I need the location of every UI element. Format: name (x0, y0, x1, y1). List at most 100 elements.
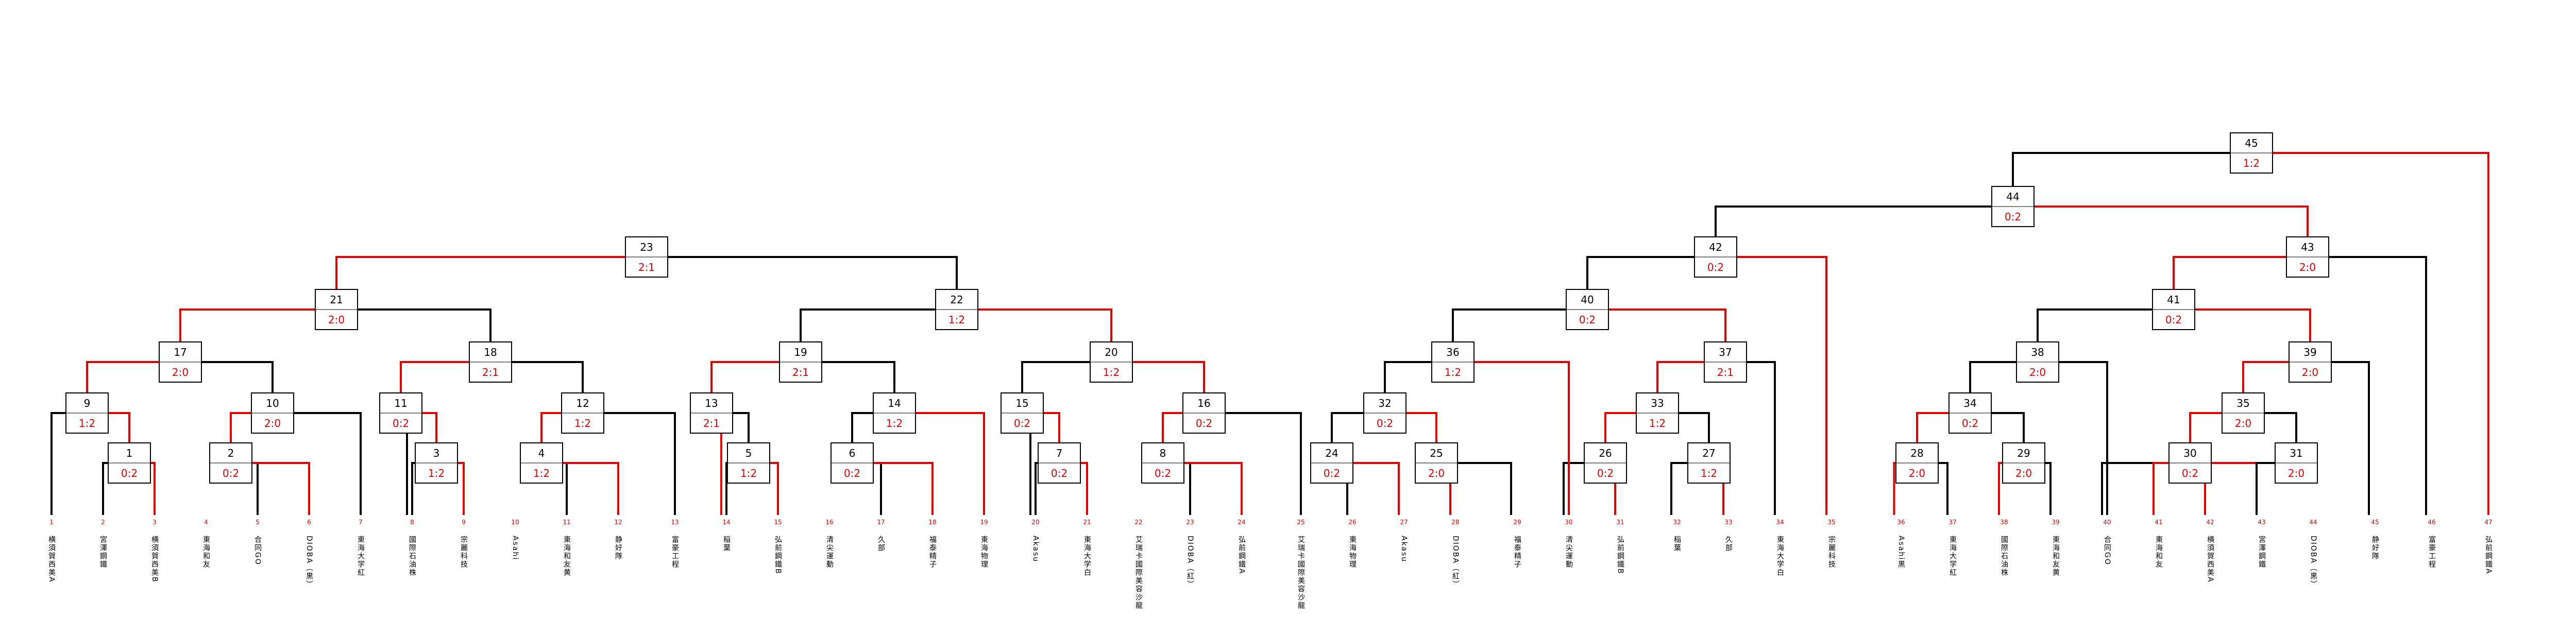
bracket-line-34-1 (1991, 412, 2025, 443)
match-box: 44 0:2 (1991, 186, 2035, 227)
bracket-line-12-1 (604, 412, 676, 515)
match-score: 2:0 (264, 417, 281, 430)
match-score: 0:2 (1597, 467, 1614, 479)
entrant-team: DIOBA（紅） (1451, 536, 1460, 589)
match-score: 0:2 (1051, 467, 1067, 479)
match-score: 2:1 (638, 261, 655, 273)
entrant-team: 稲葉 (722, 536, 731, 552)
entrant-seed: 21 (1083, 519, 1091, 526)
entrant-label: 23 DIOBA（紅） (1186, 519, 1194, 589)
bracket-line-35-1 (2264, 412, 2297, 443)
match-score: 1:2 (2243, 157, 2260, 169)
match-box: 18 2:1 (469, 341, 512, 383)
match-number: 22 (950, 294, 963, 306)
match-boxes: 1 0:2 2 0:2 3 1:2 4 1:2 5 1:2 6 0:2 7 0:2 8 0:2 9 1:2 10 2:… (65, 132, 2332, 484)
bracket-line-14-1 (916, 412, 985, 515)
bracket-line-32-1 (1406, 412, 1437, 443)
entrant-seed: 1 (49, 519, 54, 526)
match-box: 10 2:0 (251, 392, 294, 434)
match-box: 27 1:2 (1687, 442, 1731, 484)
bracket-line-20-0 (1021, 361, 1090, 393)
entrant-team: 横須賀西美A (2206, 536, 2214, 583)
entrant-label: 18 福泰精子 (928, 519, 937, 569)
match-number: 9 (84, 397, 91, 409)
bracket-line-21-1 (358, 308, 492, 342)
entrant-seed: 35 (1827, 519, 1835, 526)
bracket-line-22-1 (978, 308, 1112, 342)
bracket-line-44-0 (1715, 205, 1992, 237)
entrant-team: 弘前鋼鐵A (2484, 536, 2493, 575)
entrant-team: 宮澤鋼鐵 (99, 536, 107, 569)
match-number: 40 (1581, 294, 1594, 306)
match-score: 2:0 (172, 366, 189, 379)
entrant-team: 國際石油株 (2000, 536, 2008, 577)
entrant-label: 30 清尖運動 (1565, 519, 1573, 569)
bracket-line-17-0 (86, 361, 159, 393)
match-number: 19 (794, 346, 807, 358)
match-box: 8 0:2 (1141, 442, 1184, 484)
match-score: 0:2 (1579, 314, 1596, 326)
match-score: 1:2 (533, 467, 550, 479)
bracket-line-35-0 (2189, 412, 2222, 443)
match-box: 19 2:1 (779, 341, 822, 383)
entrant-team: 東海大学白 (1776, 536, 1784, 577)
entrant-label: 47 弘前鋼鐵A (2484, 519, 2493, 575)
match-number: 42 (1709, 241, 1722, 253)
entrant-label: 7 東海大学紅 (357, 519, 365, 577)
match-number: 34 (1963, 397, 1976, 409)
match-number: 38 (2031, 346, 2044, 358)
match-score: 0:2 (1155, 467, 1171, 479)
entrant-team: 東海和友 (202, 536, 210, 569)
entrant-seed: 37 (1948, 519, 1956, 526)
match-number: 31 (2290, 447, 2302, 459)
entrant-team: 横須賀西美A (47, 536, 56, 583)
bracket-line-9-1 (108, 412, 130, 443)
entrant-seed: 19 (980, 519, 988, 526)
entrant-team: 宗麗科技 (460, 536, 468, 569)
match-box: 42 0:2 (1694, 236, 1737, 278)
match-number: 8 (1160, 447, 1166, 459)
entrant-team: 弘前鋼鐵B (774, 536, 782, 575)
match-score: 0:2 (223, 467, 239, 479)
entrant-label: 1 横須賀西美A (47, 519, 56, 583)
entrant-seed: 32 (1673, 519, 1681, 526)
match-box: 30 0:2 (2168, 442, 2212, 484)
entrant-label: 21 東海大学白 (1083, 519, 1091, 577)
entrant-label: 36 Asahi黒 (1897, 519, 1905, 569)
entrant-label: 9 宗麗科技 (460, 519, 468, 569)
match-box: 5 1:2 (727, 442, 770, 484)
bracket-line-34-0 (1916, 412, 1949, 443)
match-number: 28 (1910, 447, 1923, 459)
match-box: 40 0:2 (1566, 289, 1609, 330)
bracket-line-25-1 (1458, 462, 1512, 515)
match-score: 0:2 (1377, 417, 1393, 430)
entrant-label: 19 東海物理 (980, 519, 988, 569)
bracket-line-19-1 (822, 361, 895, 393)
bracket-line-22-0 (800, 308, 936, 342)
bracket-line-36-1 (1474, 361, 1570, 515)
bracket-line-23-1 (668, 256, 958, 289)
match-box: 9 1:2 (65, 392, 109, 434)
entrant-label: 17 久部 (877, 519, 885, 552)
bracket-line-3-0 (411, 462, 415, 515)
match-score: 2:0 (2029, 366, 2046, 379)
bracket-line-12-0 (540, 412, 562, 443)
entrant-seed: 29 (1513, 519, 1521, 526)
entrant-label: 5 合同GO (253, 519, 262, 565)
entrant-seed: 3 (152, 519, 157, 526)
match-score: 2:0 (2302, 366, 2318, 379)
match-box: 7 0:2 (1038, 442, 1081, 484)
match-score: 1:2 (886, 417, 903, 430)
entrant-label: 45 静好隊 (2371, 519, 2379, 560)
entrant-team: DIOBA（黒） (2309, 536, 2317, 589)
entrant-label: 6 DIOBA（黒） (305, 519, 313, 589)
bracket-line-27-0 (1670, 462, 1688, 515)
entrant-seed: 30 (1565, 519, 1572, 526)
bracket-line-32-0 (1331, 412, 1364, 443)
entrant-label: 43 宮澤鋼鐵 (2258, 519, 2266, 569)
entrant-seed: 47 (2484, 519, 2492, 526)
bracket-line-19-0 (710, 361, 779, 393)
bracket-line-38-1 (2059, 361, 2108, 515)
match-box: 12 1:2 (561, 392, 604, 434)
entrant-team: 艾瑞卡國際美容沙龍 (1134, 536, 1143, 610)
